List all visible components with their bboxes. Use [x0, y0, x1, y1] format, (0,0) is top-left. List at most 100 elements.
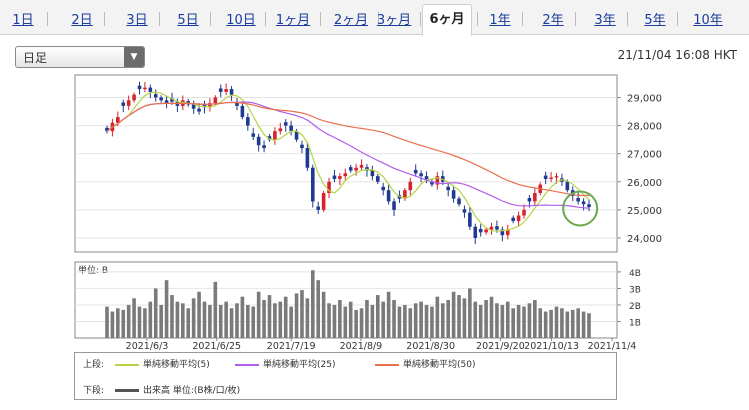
candle-body: [197, 108, 201, 112]
candle: [289, 120, 293, 136]
candle: [332, 169, 337, 183]
volume-bar: [240, 296, 245, 338]
candle: [262, 140, 266, 153]
volume-bar: [305, 298, 310, 338]
volume-bar: [570, 309, 575, 338]
tab-12[interactable]: 5年: [644, 13, 666, 28]
candle-body: [354, 167, 358, 171]
chevron-down-icon[interactable]: ▼: [124, 47, 144, 67]
volume-bar: [386, 291, 391, 338]
candle: [273, 127, 277, 145]
tab-9[interactable]: 1年: [489, 13, 511, 28]
candle-body: [533, 193, 537, 202]
candle-body: [343, 173, 348, 177]
tab-11[interactable]: 3年: [594, 13, 616, 28]
candle-body: [164, 100, 169, 104]
candle-body: [332, 175, 337, 179]
tab-10[interactable]: 2年: [542, 13, 564, 28]
volume-bar: [116, 308, 120, 338]
volume-bar: [500, 304, 505, 338]
candle: [343, 168, 348, 181]
candle: [468, 207, 472, 230]
tab-5[interactable]: 1ヶ月: [275, 13, 311, 28]
candle-body: [457, 198, 461, 205]
volume-bar: [446, 300, 450, 338]
tab-7[interactable]: 3ヶ月: [376, 13, 412, 28]
volume-bar: [343, 306, 348, 338]
volume-bar: [170, 295, 174, 338]
volume-bar: [175, 301, 180, 338]
tab-separator: [265, 12, 266, 26]
volume-bar: [473, 301, 478, 338]
volume-bar: [457, 295, 461, 338]
volume-bar: [283, 296, 288, 338]
volume-bar: [408, 308, 413, 338]
volume-bar: [310, 270, 315, 338]
volume-bar: [554, 306, 559, 338]
y-tick-label: 25,000: [627, 206, 662, 217]
tab-1[interactable]: 2日: [71, 13, 93, 28]
volume-bar: [581, 311, 586, 338]
candle-interval-select[interactable]: 日足 ▼: [15, 46, 145, 68]
candle: [489, 222, 494, 235]
tab-separator: [320, 12, 321, 26]
candle: [321, 190, 326, 213]
candle-body: [327, 181, 331, 193]
candle: [462, 205, 467, 218]
candle: [386, 184, 391, 205]
volume-bar: [338, 300, 342, 338]
candle: [451, 185, 456, 203]
candle: [132, 92, 136, 103]
candle-body: [505, 229, 510, 236]
candle: [191, 100, 196, 114]
volume-bar: [565, 311, 570, 338]
candle: [240, 103, 245, 120]
x-tick-label: 2021/7/19: [267, 341, 316, 352]
x-tick-label: 2021/8/30: [406, 341, 455, 352]
candle: [430, 178, 434, 187]
volume-bar: [462, 298, 467, 338]
tab-4[interactable]: 10日: [226, 13, 256, 28]
volume-bar: [246, 304, 250, 338]
candle-body: [159, 97, 163, 101]
y-tick-label: 24,000: [627, 234, 662, 245]
volume-bar: [224, 301, 228, 338]
tab-6[interactable]: 2ヶ月: [333, 13, 369, 28]
volume-bar: [164, 280, 169, 338]
legend-ma5-label: 単純移動平均(5): [143, 360, 210, 370]
candle-body: [359, 164, 364, 168]
volume-bar: [511, 308, 515, 338]
candle-body: [262, 145, 266, 149]
volume-bar: [191, 298, 196, 338]
candle-body: [392, 201, 396, 210]
ma50-swatch-icon: [375, 363, 399, 366]
candle: [478, 224, 483, 237]
tab-2[interactable]: 3日: [126, 13, 148, 28]
volume-bar: [516, 304, 521, 338]
price-panel: 29,000 28,000 27,000 26,000 25,000 24,000: [74, 74, 662, 253]
candle: [370, 165, 375, 181]
volume-swatch-icon: [115, 389, 139, 392]
candle: [500, 226, 505, 242]
tab-13[interactable]: 10年: [693, 13, 723, 28]
candle: [121, 99, 126, 113]
candle: [446, 183, 450, 197]
volume-bar: [381, 301, 386, 338]
candle: [375, 173, 380, 185]
volume-bar: [484, 300, 488, 338]
stock-chart: 29,000 28,000 27,000 26,000 25,000 24,000 単位:…: [74, 74, 662, 352]
tab-8[interactable]: 6ヶ月: [422, 4, 472, 36]
candle-body: [229, 89, 234, 95]
candle: [511, 215, 515, 224]
candle: [435, 172, 440, 190]
volume-bar: [235, 303, 239, 338]
candle-body: [430, 181, 434, 185]
tab-3[interactable]: 5日: [177, 13, 199, 28]
candle-body: [500, 229, 505, 236]
candle: [267, 134, 272, 142]
tab-0[interactable]: 1日: [12, 13, 34, 28]
candle-body: [240, 105, 245, 118]
y-tick-label: 29,000: [627, 93, 662, 104]
tab-separator: [210, 12, 211, 26]
tab-separator: [47, 12, 48, 26]
